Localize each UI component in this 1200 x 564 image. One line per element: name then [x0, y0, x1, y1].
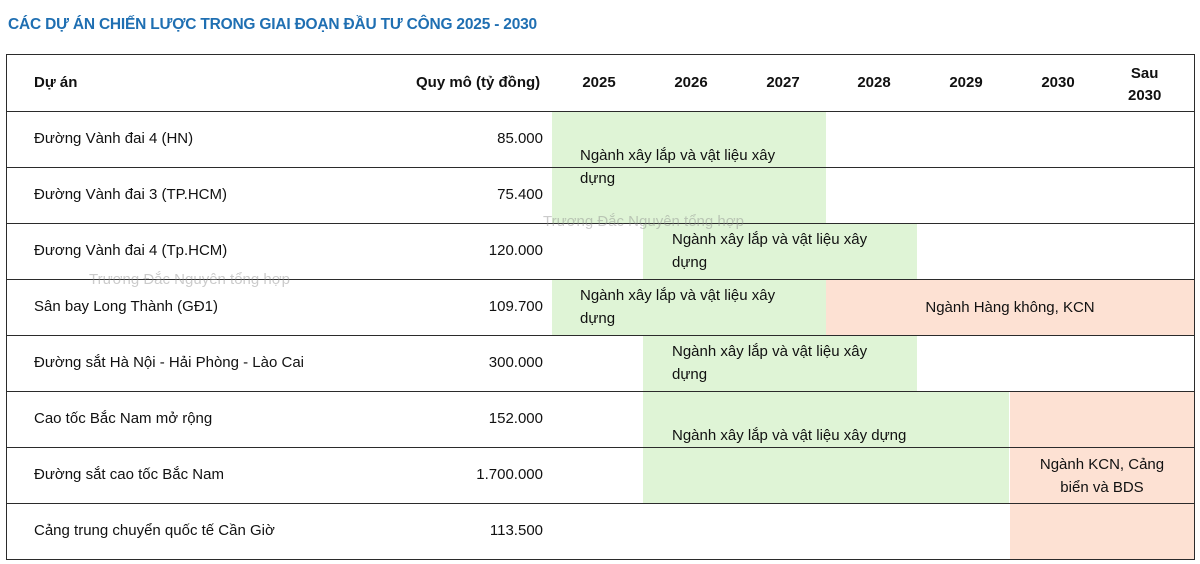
- band-label-construction-2: Ngành xây lắp và vật liệu xây dựng: [672, 228, 867, 274]
- project-scale: 152.000: [488, 410, 543, 427]
- band-label-line: dựng: [672, 254, 708, 271]
- header-year-2027: 2027: [766, 74, 800, 91]
- project-scale: 85.000: [497, 130, 543, 147]
- band-label-industrial: Ngành KCN, Cảng biển và BDS: [1010, 453, 1194, 499]
- header-year-2025: 2025: [582, 74, 616, 91]
- header-after-line1: Sau: [1130, 65, 1159, 82]
- header-year-2026: 2026: [674, 74, 708, 91]
- row-divider: [7, 111, 1194, 112]
- timeline-table: [6, 54, 1195, 560]
- row-divider: [7, 167, 1194, 168]
- band-label-line: dựng: [580, 170, 616, 187]
- header-project: Dự án: [34, 74, 78, 91]
- project-scale: 113.500: [489, 522, 543, 539]
- watermark: Trương Đắc Nguyên tổng hợp: [543, 213, 744, 230]
- band-bg-construction-2: [643, 224, 917, 279]
- row-divider: [7, 335, 1194, 336]
- band-label-line: Ngành KCN, Cảng: [1039, 456, 1165, 473]
- project-scale: 120.000: [488, 242, 543, 259]
- band-label-construction-3: Ngành xây lắp và vật liệu xây dựng: [580, 284, 775, 330]
- row-divider: [7, 391, 1194, 392]
- header-after-line2: 2030: [1128, 87, 1162, 104]
- header-year-2029: 2029: [949, 74, 983, 91]
- band-label-construction-4: Ngành xây lắp và vật liệu xây dựng: [672, 340, 867, 386]
- band-label-line: Ngành xây lắp và vật liệu xây: [580, 287, 776, 304]
- band-label-construction-5: Ngành xây lắp và vật liệu xây dựng: [672, 427, 907, 444]
- row-divider: [7, 503, 1194, 504]
- project-name: Đường sắt Hà Nội - Hải Phòng - Lào Cai: [34, 354, 304, 371]
- page-title: CÁC DỰ ÁN CHIẾN LƯỢC TRONG GIAI ĐOẠN ĐẦU…: [8, 16, 537, 33]
- band-label-line: dựng: [672, 366, 708, 383]
- project-name: Đường Vành đai 3 (TP.HCM): [34, 186, 228, 203]
- band-bg-aviation: [826, 280, 1194, 335]
- header-year-2030: 2030: [1041, 74, 1075, 91]
- watermark: Trương Đắc Nguyên tổng hợp: [89, 271, 290, 288]
- header-scale: Quy mô (tỷ đồng): [416, 74, 541, 91]
- band-label-construction-1: Ngành xây lắp và vật liệu xây dựng: [580, 144, 775, 190]
- project-name: Sân bay Long Thành (GĐ1): [34, 298, 219, 315]
- project-name: Đương Vành đai 4 (Tp.HCM): [34, 242, 228, 259]
- band-label-line: Ngành xây lắp và vật liệu xây: [672, 343, 868, 360]
- project-name: Đường sắt cao tốc Bắc Nam: [34, 466, 224, 483]
- project-name: Cao tốc Bắc Nam mở rộng: [34, 410, 213, 427]
- project-name: Đường Vành đai 4 (HN): [34, 130, 194, 147]
- header-after-2030: Sau 2030: [1128, 63, 1161, 107]
- project-scale: 300.000: [488, 354, 543, 371]
- row-divider: [7, 279, 1194, 280]
- band-bg-construction-3: [552, 280, 826, 335]
- project-scale: 75.400: [497, 186, 543, 203]
- band-label-aviation: Ngành Hàng không, KCN: [925, 299, 1095, 316]
- band-label-line: biển và BDS: [1060, 479, 1144, 496]
- project-name: Cảng trung chuyển quốc tế Cần Giờ: [34, 522, 275, 539]
- project-scale: 1.700.000: [476, 466, 543, 483]
- row-divider: [7, 447, 1194, 448]
- band-bg-construction-4: [643, 336, 917, 391]
- band-label-line: dựng: [580, 310, 616, 327]
- band-label-line: Ngành xây lắp và vật liệu xây: [580, 147, 776, 164]
- band-bg-industrial: [1010, 392, 1194, 559]
- header-year-2028: 2028: [857, 74, 891, 91]
- project-scale: 109.700: [488, 298, 543, 315]
- band-label-line: Ngành xây lắp và vật liệu xây: [672, 231, 868, 248]
- row-divider: [7, 223, 1194, 224]
